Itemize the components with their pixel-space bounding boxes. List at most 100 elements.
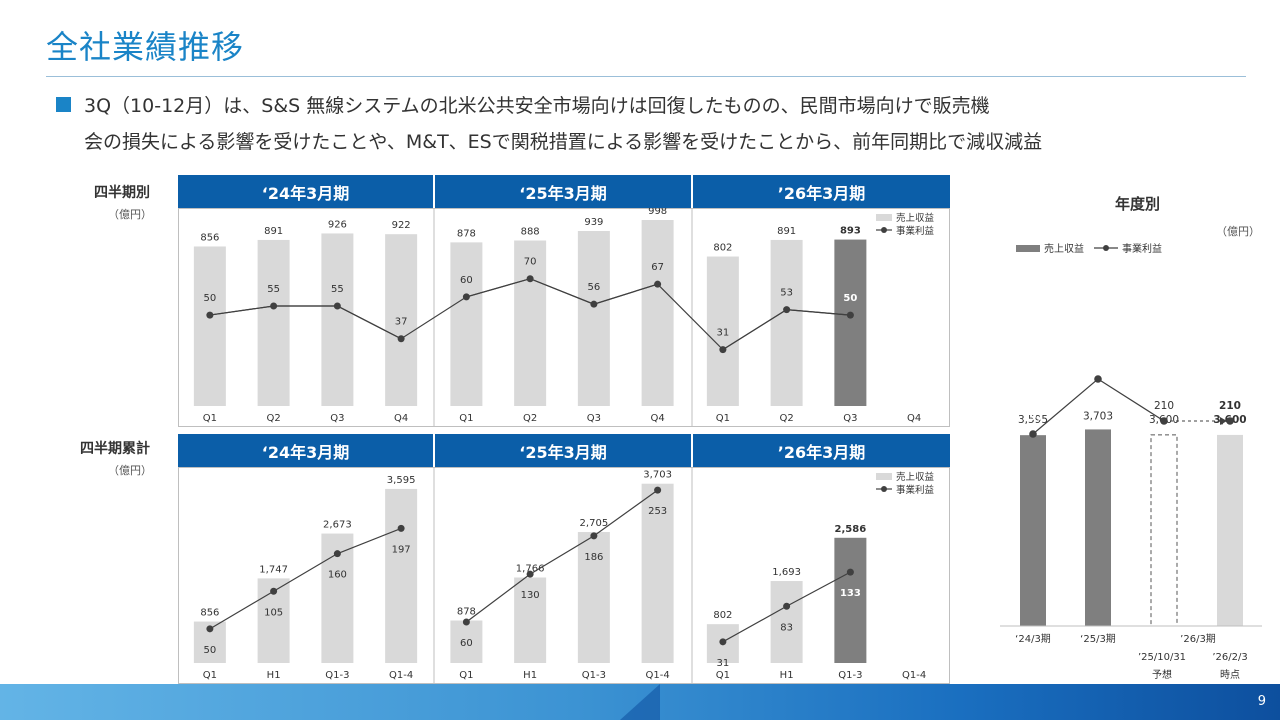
x-tick-label: Q1-3	[582, 670, 606, 681]
revenue-value-label: 893	[840, 226, 861, 237]
profit-point	[1160, 417, 1168, 425]
revenue-value-label: 2,705	[580, 518, 609, 529]
revenue-value-label: 891	[777, 226, 796, 237]
x-tick-label: Q4	[907, 413, 921, 424]
legend-profit-marker	[881, 486, 887, 492]
x-group-label: ’26/3期	[1180, 633, 1216, 645]
x-tick-label: Q2	[523, 413, 537, 424]
legend-revenue-swatch	[1016, 245, 1040, 252]
profit-value-label: 133	[840, 588, 861, 599]
revenue-bar	[1217, 434, 1243, 626]
revenue-bar	[385, 234, 418, 406]
profit-value-label: 67	[651, 262, 664, 273]
profit-value-label: 55	[267, 284, 280, 295]
page-number: 9	[1257, 694, 1266, 709]
quarterly-chart: ‘24年3月期 ‘25年3月期 ’26年3月期 Q1 856 Q2 891 Q3 926 Q…	[178, 175, 950, 427]
revenue-bar	[770, 239, 803, 406]
footer-accent	[620, 684, 660, 720]
revenue-bar	[641, 220, 674, 406]
legend-profit-label: 事業利益	[1122, 242, 1162, 255]
revenue-value-label: 1,747	[259, 564, 288, 575]
cumulative-label: 四半期累計	[80, 441, 150, 457]
legend-revenue-label: 売上収益	[1044, 242, 1084, 255]
profit-value-label: 253	[1087, 354, 1109, 366]
revenue-value-label: 1,693	[772, 567, 801, 578]
profit-value-label: 105	[264, 607, 283, 618]
profit-point	[1094, 375, 1102, 383]
revenue-value-label: 802	[713, 610, 732, 621]
revenue-value-label: 802	[713, 243, 732, 254]
profit-point	[590, 532, 598, 540]
quarterly-header-fy24: ‘24年3月期	[178, 175, 433, 208]
profit-value-label: 31	[717, 328, 730, 339]
quarterly-chart-frame	[178, 208, 950, 427]
profit-point	[397, 524, 405, 532]
profit-value-label: 130	[521, 590, 540, 601]
revenue-bar	[450, 242, 483, 406]
cumulative-header-fy24: ‘24年3月期	[178, 434, 433, 467]
x-tick-label: Q2	[780, 413, 794, 424]
revenue-bar	[706, 256, 739, 406]
x-tick-label: Q1-3	[325, 670, 349, 681]
annual-plot: 売上収益事業利益3,5953,7033,6003,600197253210210…	[1000, 242, 1262, 681]
x-tick-label: H1	[523, 670, 537, 681]
revenue-value-label: 3,703	[1083, 410, 1113, 422]
x-tick-label: Q1-3	[838, 670, 862, 681]
profit-line	[209, 527, 402, 630]
bullet-square-icon	[56, 97, 71, 112]
profit-line	[466, 489, 658, 623]
profit-value-label: 210	[1219, 400, 1241, 412]
revenue-bar	[385, 488, 418, 663]
x-tick-label: Q4	[651, 413, 665, 424]
x-tick-label: Q1	[716, 670, 730, 681]
x-tick-label: Q1	[459, 670, 473, 681]
profit-value-label: 37	[395, 317, 408, 328]
revenue-bar	[514, 240, 547, 406]
x-tick-label: Q1-4	[902, 670, 926, 681]
x-tick-label: Q3	[843, 413, 857, 424]
cumulative-plot: Q1 856 H1 1,747 Q1-3 2,673 Q1-4 3,595 50 105 160 19…	[193, 467, 935, 684]
x-tick-label: Q1	[716, 413, 730, 424]
profit-value-label: 60	[460, 638, 473, 649]
revenue-bar	[1085, 429, 1111, 626]
profit-point	[1226, 417, 1234, 425]
revenue-value-label: 926	[328, 219, 347, 230]
revenue-value-label: 878	[457, 228, 476, 239]
revenue-bar	[641, 483, 674, 663]
revenue-value-label: 922	[392, 220, 411, 231]
x-tick-label: Q1-4	[646, 670, 670, 681]
revenue-value-label: 856	[200, 232, 219, 243]
revenue-value-label: 1,766	[516, 563, 545, 574]
profit-value-label: 210	[1154, 400, 1174, 412]
profit-value-label: 197	[392, 544, 411, 555]
x-tick-sublabel: 予想	[1152, 668, 1172, 681]
profit-point	[270, 587, 278, 595]
legend-revenue-label: 売上収益	[896, 471, 935, 483]
profit-point	[654, 486, 662, 494]
revenue-bar	[577, 532, 610, 663]
cumulative-chart-frame	[178, 467, 950, 684]
legend-revenue-swatch	[876, 214, 892, 221]
annual-title: 年度別	[1115, 195, 1161, 213]
x-tick-label: Q1	[203, 670, 217, 681]
revenue-bar	[834, 239, 867, 406]
revenue-value-label: 2,673	[323, 520, 352, 531]
profit-value-label: 56	[588, 282, 601, 293]
profit-point	[783, 602, 791, 610]
profit-value-label: 53	[780, 288, 793, 299]
profit-value-label: 186	[584, 552, 603, 563]
profit-value-label: 60	[460, 275, 473, 286]
cumulative-unit: （億円）	[108, 464, 152, 477]
revenue-value-label: 3,703	[643, 470, 672, 481]
cumulative-header-fy25: ‘25年3月期	[435, 434, 691, 467]
revenue-bar	[834, 537, 867, 663]
x-tick-label: H1	[780, 670, 794, 681]
revenue-value-label: 939	[584, 217, 603, 228]
quarterly-header-fy25: ‘25年3月期	[435, 175, 691, 208]
summary-line-1: 3Q（10-12月）は、S&S 無線システムの北米公共安全市場向けは回復したもの…	[84, 95, 990, 117]
x-tick-label: Q1-4	[389, 670, 413, 681]
revenue-value-label: 3,595	[1018, 414, 1048, 426]
cumulative-header-fy26: ’26年3月期	[693, 434, 950, 467]
revenue-value-label: 3,595	[387, 475, 416, 486]
profit-value-label: 55	[331, 284, 344, 295]
